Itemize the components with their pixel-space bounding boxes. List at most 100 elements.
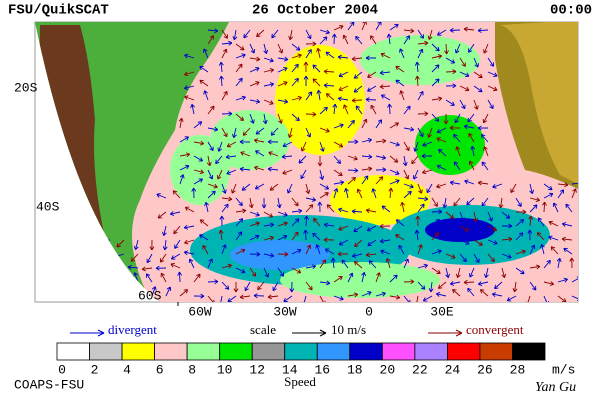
colorbar-tick-label: 24: [445, 362, 461, 377]
wind-arrow: [331, 33, 337, 45]
legend: divergent scale 10 m/s convergent: [70, 322, 524, 337]
wind-arrow: [221, 203, 229, 213]
wind-arrow: [445, 99, 455, 106]
wind-arrow: [221, 127, 228, 138]
wind-arrow: [353, 85, 363, 93]
wind-arrow: [452, 288, 461, 297]
wind-arrow: [436, 127, 447, 134]
wind-arrow: [291, 197, 299, 207]
wind-arrow: [389, 141, 400, 147]
colorbar-tick-label: 14: [282, 362, 298, 377]
wind-arrow: [333, 188, 339, 199]
wind-arrow: [221, 48, 228, 59]
wind-arrow: [380, 249, 391, 255]
wind-arrow: [436, 183, 447, 189]
wind-arrow: [235, 218, 244, 227]
wind-arrow: [256, 29, 265, 38]
wind-arrow: [569, 257, 575, 269]
wind-arrow: [403, 28, 415, 34]
wind-arrow: [177, 271, 183, 283]
wind-arrow: [427, 29, 433, 40]
wind-arrow: [436, 137, 447, 143]
wind-arrow: [529, 183, 535, 195]
wind-arrow: [445, 253, 456, 259]
wind-arrow: [287, 127, 293, 138]
wind-arrow: [395, 234, 405, 241]
wind-arrow: [116, 239, 125, 248]
wind-arrow: [254, 165, 265, 171]
wind-arrow: [207, 169, 214, 180]
colorbar-swatch: [316, 342, 351, 361]
wind-arrow: [543, 295, 549, 302]
wind-arrow: [539, 243, 545, 255]
wind-arrow: [333, 123, 344, 129]
wind-arrow: [255, 127, 265, 135]
wind-arrow: [332, 103, 338, 115]
wind-arrow: [333, 169, 343, 177]
wind-arrow: [515, 219, 525, 227]
wind-arrow: [487, 253, 495, 263]
wind-arrow: [380, 52, 391, 59]
wind-arrow: [459, 239, 470, 245]
wind-arrow: [395, 65, 405, 73]
wind-arrow: [353, 71, 363, 79]
wind-arrow: [235, 197, 243, 207]
wind-arrow: [548, 235, 559, 241]
wind-arrow: [426, 183, 433, 194]
wind-arrow: [385, 258, 391, 269]
wind-arrow: [179, 289, 189, 297]
wind-arrow: [282, 169, 293, 175]
wind-arrow: [417, 281, 426, 290]
wind-arrow: [233, 281, 239, 293]
wind-arrow: [501, 267, 507, 278]
wind-arrow: [412, 169, 419, 180]
colorbar-tick-label: 8: [188, 362, 196, 377]
wind-arrow: [221, 29, 228, 39]
wind-arrow: [162, 225, 167, 237]
wind-arrow: [431, 218, 440, 227]
wind-arrow: [162, 239, 168, 251]
wind-arrow: [317, 201, 323, 213]
wind-arrow: [291, 95, 302, 101]
wind-arrow: [431, 96, 443, 102]
wind-arrow: [563, 247, 573, 255]
wind-arrow: [347, 119, 355, 129]
wind-arrow: [277, 99, 289, 104]
wind-arrow: [263, 99, 274, 105]
wind-arrow: [217, 141, 223, 152]
wind-arrow: [473, 211, 478, 223]
wind-arrow: [469, 267, 475, 278]
wind-arrow: [417, 29, 424, 39]
wind-arrow: [453, 197, 461, 207]
wind-arrow: [355, 35, 363, 45]
wind-arrow: [337, 251, 349, 257]
wind-arrow: [380, 94, 391, 101]
wind-arrow: [305, 41, 317, 47]
wind-arrow: [277, 234, 288, 241]
wind-arrow: [255, 150, 265, 157]
wind-arrow: [347, 168, 359, 173]
wind-arrow: [365, 252, 377, 258]
wind-arrow: [445, 83, 457, 89]
wind-arrow: [165, 286, 172, 297]
wind-arrow: [370, 35, 377, 45]
wind-arrow: [179, 174, 185, 185]
wind-arrow: [225, 154, 237, 160]
wind-arrow: [466, 197, 475, 206]
wind-arrow: [277, 211, 288, 217]
wind-arrow: [370, 104, 377, 115]
wind-arrow: [481, 197, 489, 207]
colorbar-tick-label: 22: [412, 362, 428, 377]
wind-arrow: [319, 192, 329, 199]
wind-arrow: [477, 281, 489, 286]
wind-arrow: [431, 78, 440, 87]
wind-arrow: [561, 222, 573, 227]
wind-arrow: [438, 148, 447, 157]
colorbar-swatch: [512, 342, 546, 361]
wind-arrow: [277, 267, 285, 277]
wind-arrow: [473, 85, 483, 93]
colorbar-swatch: [479, 342, 513, 361]
wind-arrow: [227, 295, 237, 302]
wind-arrow: [319, 127, 330, 133]
wind-arrow: [375, 272, 381, 283]
